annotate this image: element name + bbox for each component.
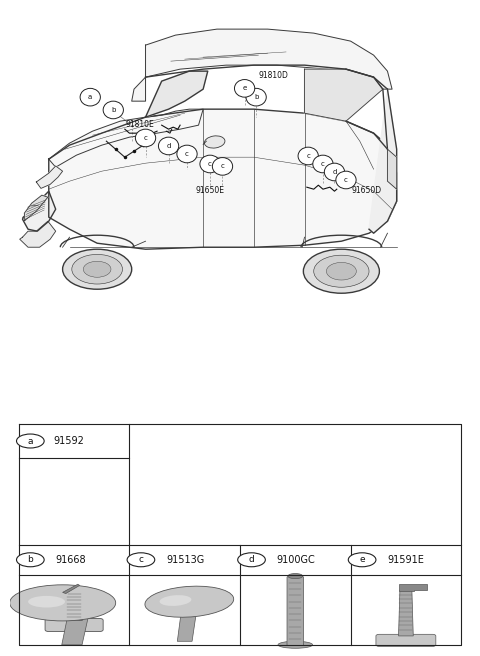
Circle shape [324,163,345,181]
Text: 91650D: 91650D [351,186,382,195]
Circle shape [158,137,179,155]
Ellipse shape [72,255,122,284]
Polygon shape [49,109,203,167]
Text: c: c [138,555,144,564]
Ellipse shape [10,584,116,621]
Circle shape [80,89,100,106]
Text: b: b [111,107,116,113]
Circle shape [135,129,156,147]
Text: b: b [27,555,33,564]
Polygon shape [23,191,56,231]
Ellipse shape [288,573,303,579]
FancyBboxPatch shape [376,634,436,646]
Text: 91591E: 91591E [387,555,424,565]
Text: b: b [254,94,258,100]
Ellipse shape [150,597,229,614]
Text: d: d [167,143,171,149]
Text: c: c [306,153,310,159]
Circle shape [348,553,376,567]
Ellipse shape [14,597,111,616]
Text: e: e [242,85,247,91]
Text: a: a [27,436,33,445]
Text: 9100GC: 9100GC [277,555,316,565]
Text: a: a [88,94,92,100]
Polygon shape [49,109,396,249]
Polygon shape [177,613,196,642]
Polygon shape [62,618,88,645]
Text: c: c [144,135,147,141]
Text: 91810D: 91810D [258,72,288,80]
Polygon shape [36,166,62,188]
Circle shape [298,147,318,165]
Ellipse shape [145,586,234,617]
Polygon shape [304,69,383,121]
Text: 91650E: 91650E [195,186,225,195]
FancyBboxPatch shape [287,577,303,646]
Circle shape [238,553,265,567]
Text: c: c [185,151,189,157]
Text: d: d [249,555,254,564]
Ellipse shape [204,136,225,148]
Polygon shape [145,71,208,117]
Ellipse shape [303,249,379,293]
Polygon shape [369,89,396,233]
Polygon shape [20,221,56,247]
Circle shape [200,155,220,173]
Text: c: c [220,163,225,169]
Polygon shape [399,584,427,591]
Circle shape [177,145,197,163]
Ellipse shape [326,262,356,280]
Polygon shape [398,590,413,636]
Ellipse shape [159,595,192,606]
Polygon shape [24,195,48,220]
Circle shape [103,101,123,119]
Ellipse shape [278,642,312,648]
Circle shape [212,157,233,175]
Text: c: c [344,177,348,183]
Ellipse shape [62,249,132,289]
Circle shape [246,89,266,106]
Circle shape [336,171,356,189]
Text: c: c [208,161,212,167]
Text: 91592: 91592 [53,436,84,446]
Text: c: c [321,161,325,167]
Circle shape [16,553,44,567]
Ellipse shape [28,596,65,607]
Ellipse shape [60,623,97,629]
Text: 91513G: 91513G [166,555,204,565]
Polygon shape [62,584,80,594]
Text: e: e [360,555,365,564]
Text: 91810E: 91810E [126,120,155,129]
Ellipse shape [314,255,369,287]
Circle shape [313,155,333,173]
FancyBboxPatch shape [45,619,103,632]
Circle shape [234,79,255,97]
Ellipse shape [84,261,111,277]
Polygon shape [66,589,83,621]
Text: 91668: 91668 [56,555,86,565]
Text: d: d [332,169,336,175]
Polygon shape [387,149,396,189]
Polygon shape [132,29,392,101]
Circle shape [16,434,44,448]
Circle shape [127,553,155,567]
